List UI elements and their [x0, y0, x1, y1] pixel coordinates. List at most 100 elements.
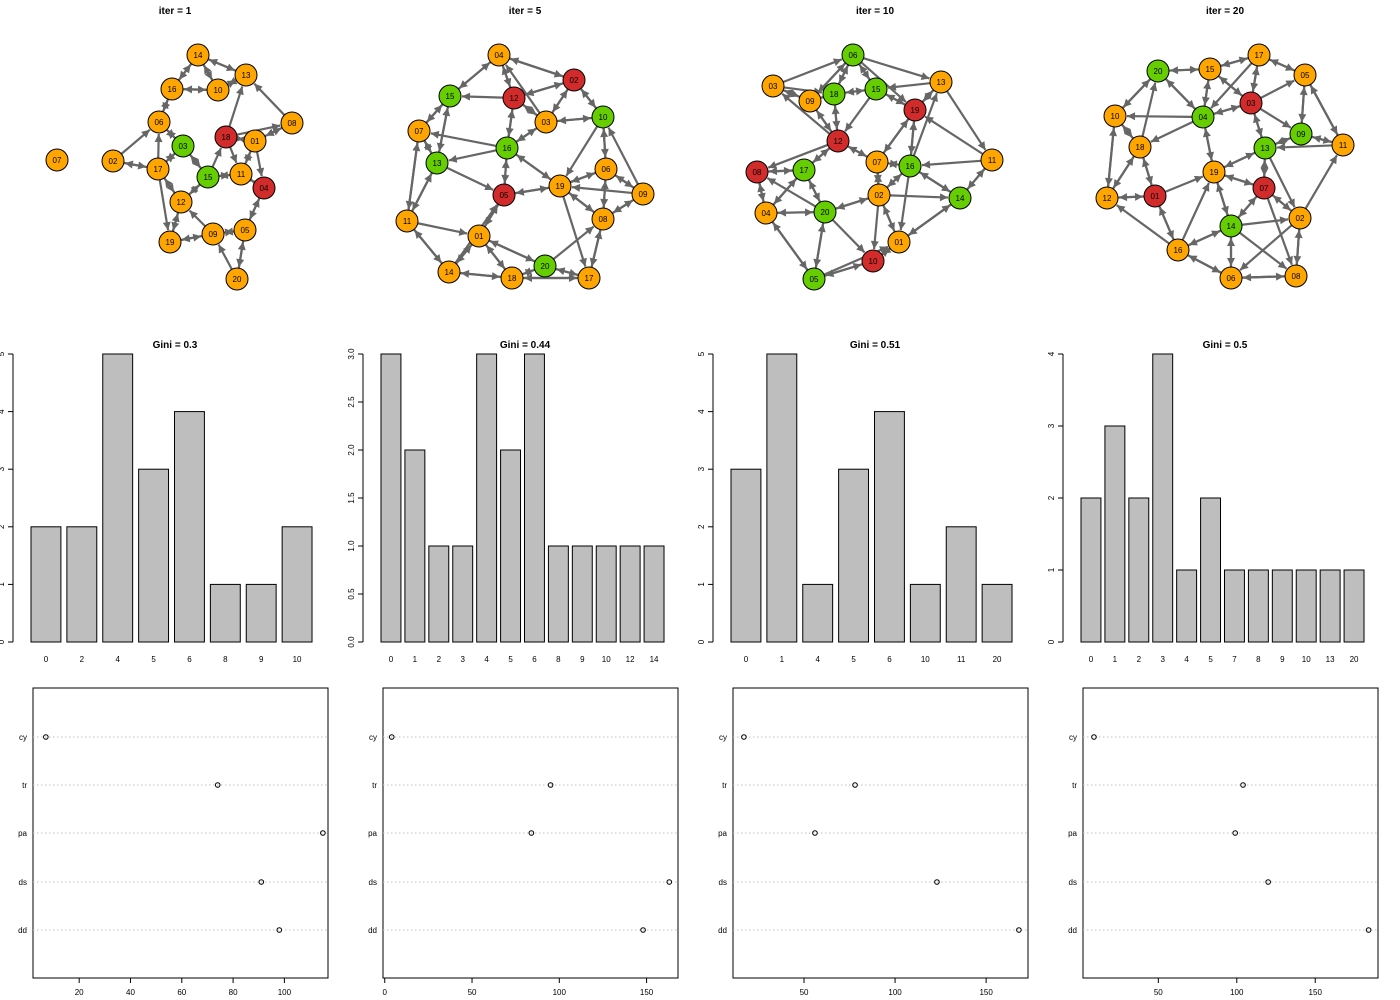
network-edge — [568, 192, 595, 214]
network-edge — [863, 57, 930, 80]
network-edge — [1126, 112, 1193, 121]
network-edge — [426, 103, 444, 123]
bar-4 — [802, 583, 834, 643]
node-circle — [407, 119, 431, 143]
node-label: 15 — [1206, 65, 1215, 74]
network-node-13: 13 — [1253, 136, 1277, 160]
node-circle — [865, 150, 889, 174]
node-circle — [1247, 43, 1271, 67]
node-circle — [594, 157, 618, 181]
bar-5 — [138, 468, 170, 643]
network-edge — [908, 203, 952, 236]
node-circle — [437, 260, 461, 284]
row-label: ds — [719, 878, 727, 887]
node-circle — [160, 77, 184, 101]
node-circle — [243, 129, 267, 153]
node-circle — [841, 43, 865, 67]
node-circle — [534, 110, 558, 134]
bar-1 — [404, 449, 426, 643]
x-tick-label: 150 — [979, 988, 993, 997]
row-label: pa — [1068, 829, 1077, 838]
node-circle — [225, 267, 249, 291]
network-edge — [887, 172, 903, 188]
network-edge — [845, 87, 866, 96]
dot-dd — [640, 927, 646, 933]
dot-cy — [741, 734, 747, 740]
network-edge — [253, 82, 286, 116]
network-edge — [767, 143, 829, 169]
bar-10 — [281, 526, 313, 643]
row-label: dd — [368, 926, 377, 935]
bar-10 — [595, 545, 617, 643]
dot-pa — [1232, 830, 1239, 836]
node-label: 09 — [639, 190, 648, 199]
bar-0 — [1080, 497, 1102, 643]
network-edge — [1181, 182, 1210, 241]
network-node-09: 09 — [201, 222, 225, 246]
network-node-20: 20 — [533, 254, 557, 278]
network-edge — [848, 145, 868, 158]
dot-dd — [276, 927, 283, 933]
x-tick-label: 2 — [80, 655, 85, 664]
node-label: 06 — [849, 51, 858, 60]
node-label: 01 — [251, 137, 260, 146]
network-node-16: 16 — [1166, 238, 1190, 262]
node-label: 04 — [260, 184, 269, 193]
network-edge — [1169, 66, 1200, 75]
node-label: 11 — [237, 170, 246, 179]
x-tick-label: 100 — [1230, 988, 1244, 997]
bar-10 — [1295, 569, 1317, 643]
network-edge — [236, 240, 245, 268]
dot-ds — [1265, 879, 1271, 885]
network-edges — [405, 57, 639, 282]
network-title-1: iter = 1 — [159, 6, 192, 17]
row-label: tr — [722, 781, 727, 790]
y-tick-label: 2 — [1047, 495, 1056, 500]
network-edge — [1118, 193, 1145, 202]
network-node-10: 10 — [1103, 104, 1127, 128]
node-circle — [502, 86, 526, 110]
network-edge — [521, 269, 535, 277]
bar-13 — [1319, 569, 1341, 643]
network-edge — [501, 65, 512, 88]
node-circle — [101, 149, 125, 173]
network-edge — [1187, 254, 1221, 274]
node-label: 12 — [834, 137, 843, 146]
network-node-05: 05 — [1293, 63, 1317, 87]
network-node-04: 04 — [487, 43, 511, 67]
node-circle — [196, 165, 220, 189]
bar-9 — [571, 545, 593, 643]
x-tick-label: 20 — [993, 655, 1002, 664]
network-node-18: 18 — [1128, 135, 1152, 159]
network-edge — [565, 125, 599, 177]
dot-tr — [547, 782, 554, 788]
node-label: 05 — [500, 191, 509, 200]
network-edge — [1239, 231, 1288, 270]
network-node-01: 01 — [243, 129, 267, 153]
x-tick-label: 6 — [887, 655, 892, 664]
network-node-02: 02 — [867, 183, 891, 207]
network-node-12: 12 — [169, 190, 193, 214]
row-label: cy — [19, 733, 27, 742]
node-circle — [1128, 135, 1152, 159]
network-edge — [188, 184, 200, 196]
x-tick-label: 80 — [229, 988, 238, 997]
network-edge — [1260, 79, 1295, 99]
dot-tr — [214, 782, 221, 788]
node-circle — [146, 157, 170, 181]
network-3: 06 13 03 15 18 09 19 12 11 07 16 17 08 02 14 20 04 01 10 05 — [745, 43, 1004, 291]
bar-4 — [102, 353, 134, 643]
x-tick-label: 0 — [1089, 655, 1094, 664]
network-edge — [782, 58, 843, 84]
node-circle — [903, 98, 927, 122]
node-label: 11 — [988, 156, 997, 165]
network-node-06: 06 — [841, 43, 865, 67]
network-edge — [571, 183, 633, 195]
y-tick-label: 0 — [697, 639, 706, 644]
x-tick-label: 4 — [1184, 655, 1189, 664]
row-label: cy — [1069, 733, 1077, 742]
x-tick-label: 6 — [187, 655, 192, 664]
network-node-10: 10 — [591, 105, 615, 129]
network-node-10: 10 — [861, 249, 885, 273]
x-tick-label: 1 — [780, 655, 785, 664]
